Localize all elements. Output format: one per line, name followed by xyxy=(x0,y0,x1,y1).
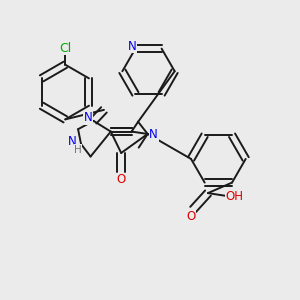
Text: O: O xyxy=(116,173,126,186)
Text: H: H xyxy=(74,145,82,155)
Text: Cl: Cl xyxy=(59,42,71,55)
Text: O: O xyxy=(186,210,195,224)
Text: N: N xyxy=(68,135,77,148)
Text: N: N xyxy=(84,111,93,124)
Text: N: N xyxy=(128,40,136,53)
Text: OH: OH xyxy=(226,190,244,202)
Text: N: N xyxy=(149,128,158,141)
